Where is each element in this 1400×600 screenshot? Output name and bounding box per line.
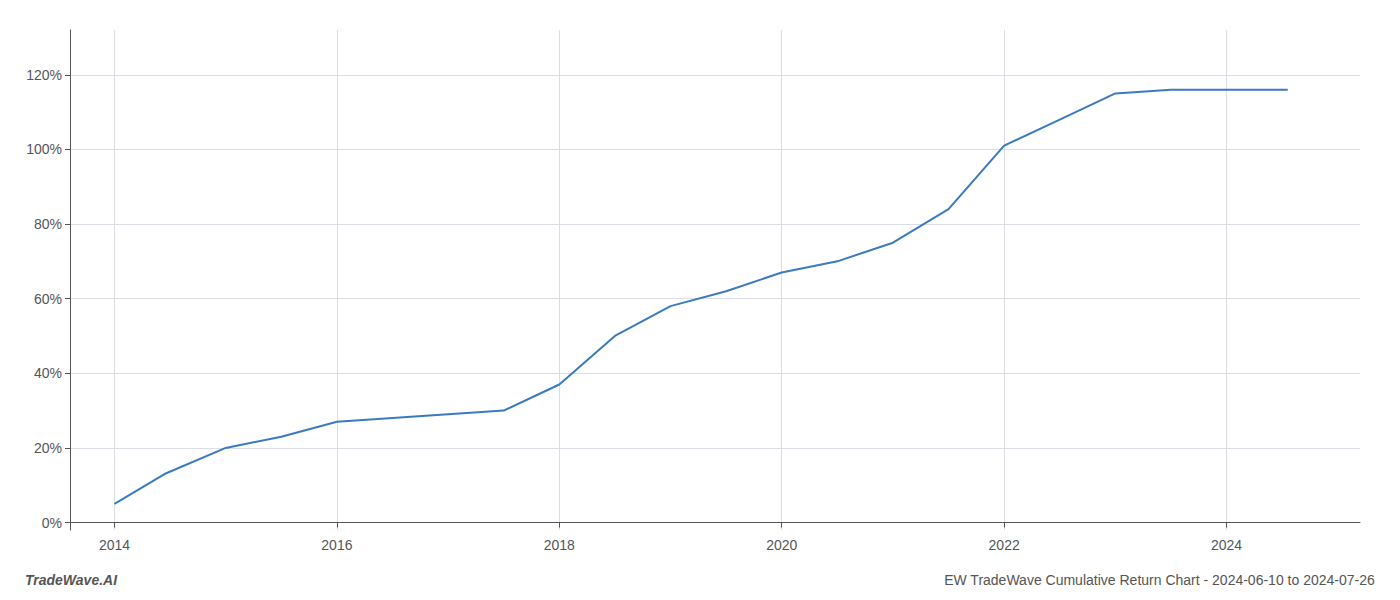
svg-text:2024: 2024 bbox=[1211, 537, 1242, 553]
svg-text:20%: 20% bbox=[34, 440, 62, 456]
svg-text:2014: 2014 bbox=[99, 537, 130, 553]
svg-text:2022: 2022 bbox=[989, 537, 1020, 553]
svg-text:2020: 2020 bbox=[766, 537, 797, 553]
svg-text:2016: 2016 bbox=[321, 537, 352, 553]
svg-text:120%: 120% bbox=[26, 67, 62, 83]
svg-text:EW TradeWave Cumulative Return: EW TradeWave Cumulative Return Chart - 2… bbox=[944, 572, 1375, 588]
svg-text:0%: 0% bbox=[42, 515, 62, 531]
svg-text:40%: 40% bbox=[34, 365, 62, 381]
svg-text:100%: 100% bbox=[26, 141, 62, 157]
svg-text:80%: 80% bbox=[34, 216, 62, 232]
svg-text:TradeWave.AI: TradeWave.AI bbox=[25, 572, 118, 588]
svg-text:2018: 2018 bbox=[544, 537, 575, 553]
svg-text:60%: 60% bbox=[34, 291, 62, 307]
